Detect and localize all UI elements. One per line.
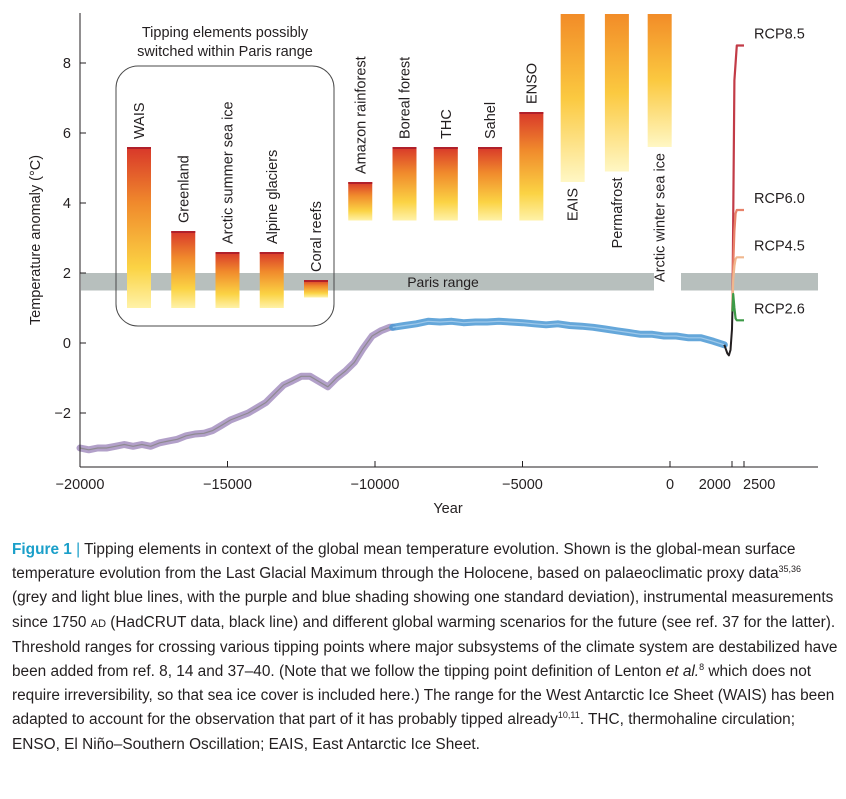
tipping-bar-top-edge [259, 252, 284, 254]
tipping-bar-top-edge [304, 280, 328, 282]
tipping-bar-top-edge [478, 147, 503, 149]
tipping-bar-top-edge [127, 147, 151, 149]
figure-label-separator: | [76, 541, 81, 558]
figure-chart: Paris range Tipping elements possibly swit… [28, 13, 818, 517]
tipping-bar [392, 147, 417, 221]
caption-text-1: Tipping elements in context of the globa… [12, 541, 796, 583]
series-label: RCP8.5 [754, 27, 805, 43]
x-tick-label: 2000 [699, 477, 731, 493]
paris-group-title-line: Tipping elements possibly [142, 25, 309, 41]
temperature-lines-layer: RCP8.5 RCP6.0 RCP4.5 RCP2.6 [76, 27, 805, 454]
tipping-element-label: EAIS [566, 188, 582, 221]
paris-range-band-right [681, 273, 818, 291]
series-line [392, 320, 725, 346]
tipping-bar-top-edge [348, 182, 373, 184]
tipping-element-label: Boreal forest [398, 57, 414, 139]
tipping-element-label: Permafrost [610, 178, 626, 249]
caption-et-al: et al. [665, 663, 700, 681]
caption-text-3: (HadCRUT data, black line) and different… [12, 613, 838, 681]
caption-text-4: which does not require irreversibility, … [12, 663, 835, 729]
tipping-element-label: Alpine glaciers [265, 150, 281, 244]
tipping-bar [647, 14, 672, 147]
series-line [731, 44, 744, 312]
tipping-element-label: Arctic summer sea ice [221, 101, 237, 244]
tipping-bar-top-edge [215, 252, 240, 254]
y-tick-label: 8 [63, 56, 71, 72]
tipping-element-label: Amazon rainforest [353, 56, 369, 174]
paris-group-box [115, 65, 335, 327]
series-uncertainty-band [389, 317, 728, 349]
series-label: RCP4.5 [754, 238, 805, 254]
tipping-bar [519, 112, 544, 221]
tipping-bar [304, 280, 328, 298]
tipping-bars-layer: WAIS Greenland Arctic summer sea ice Alpine… [127, 14, 672, 308]
caption-ref-3: 10,11 [557, 710, 580, 721]
x-tick-label: 2500 [743, 477, 775, 493]
caption-ref-1: 35,36 [778, 564, 802, 575]
tipping-element-label: WAIS [132, 102, 148, 139]
tipping-element-label: Coral reefs [309, 201, 325, 272]
tipping-bar [560, 14, 585, 182]
x-tick-label: −10000 [351, 477, 400, 493]
series-line [79, 326, 393, 451]
series-line [731, 208, 744, 312]
tipping-bar [348, 182, 373, 221]
series-label: RCP6.0 [754, 191, 805, 207]
tipping-bar [478, 147, 503, 221]
figure-label: Figure 1 [12, 541, 72, 558]
tipping-element-label: Arctic winter sea ice [653, 153, 669, 282]
tipping-element-label: Sahel [483, 102, 499, 139]
tipping-bar [215, 252, 240, 308]
tipping-element-label: Greenland [176, 155, 192, 223]
tipping-bar [259, 252, 284, 308]
tipping-bar-top-edge [171, 231, 196, 233]
tipping-bar-top-edge [392, 147, 417, 149]
caption-text-2: (grey and light blue lines, with the pur… [12, 589, 834, 631]
x-tick-label: −15000 [203, 477, 252, 493]
series-line [731, 256, 744, 312]
y-axis-title: Temperature anomaly (°C) [28, 155, 44, 325]
x-axis-title: Year [433, 501, 462, 517]
tipping-bar [171, 231, 196, 308]
tipping-bar [604, 14, 629, 172]
y-tick-label: −2 [54, 406, 71, 422]
tipping-bar [127, 147, 151, 308]
y-tick-label: 2 [63, 266, 71, 282]
caption-text-5: . THC, thermohaline circulation; ENSO, E… [12, 711, 796, 753]
y-tick-label: 4 [63, 196, 71, 212]
tipping-element-label: THC [439, 109, 455, 139]
paris-range-band [81, 273, 654, 291]
x-tick-label: 0 [666, 477, 674, 493]
y-tick-label: 0 [63, 336, 71, 352]
tipping-bar-top-edge [519, 112, 544, 114]
y-tick-label: 6 [63, 126, 71, 142]
tipping-bar-top-edge [433, 147, 458, 149]
series-line [731, 292, 744, 322]
series-line [723, 311, 734, 357]
series-uncertainty-band [76, 323, 397, 454]
x-tick-label: −5000 [502, 477, 543, 493]
tipping-element-label: ENSO [524, 63, 540, 104]
caption-ref-2: 8 [699, 662, 705, 673]
paris-range-label: Paris range [407, 274, 479, 290]
caption-era: AD [90, 617, 107, 630]
x-tick-label: −20000 [56, 477, 105, 493]
axes-layer: 8 6 4 2 0 −2 −20000 −15000 −10000 −5000 0 2000 2500 Y… [28, 13, 818, 517]
paris-group-title-line: switched within Paris range [137, 44, 313, 60]
tipping-bar [433, 147, 458, 221]
figure-caption: Figure 1 | Tipping elements in context o… [12, 538, 840, 757]
series-label: RCP2.6 [754, 301, 805, 317]
